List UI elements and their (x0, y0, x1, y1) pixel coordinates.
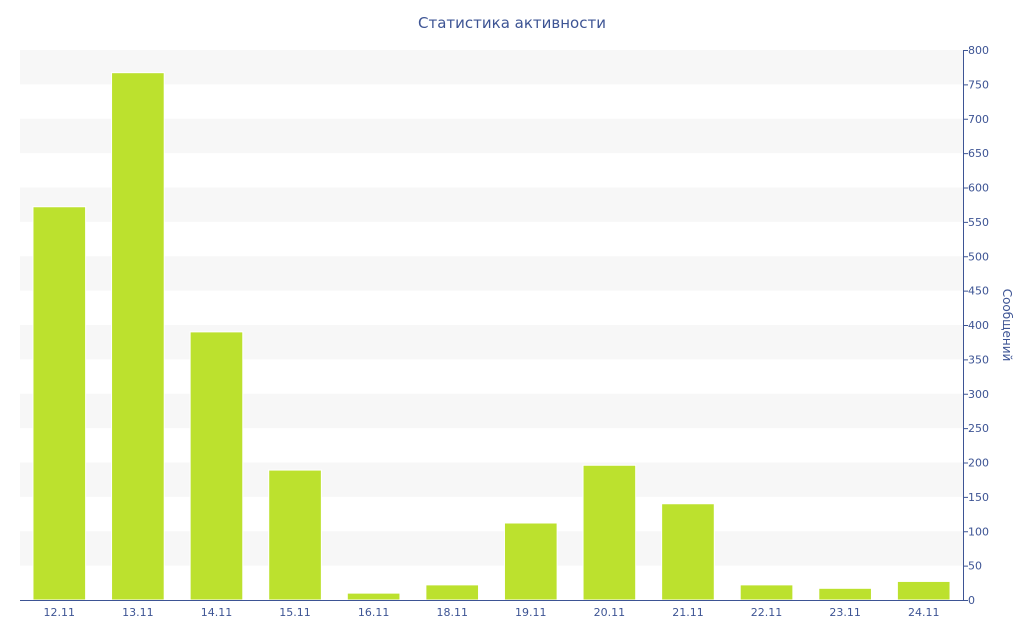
bar-21.11[interactable] (661, 503, 715, 601)
grid-bands (20, 50, 963, 566)
x-tick-label: 14.11 (201, 606, 233, 619)
x-axis: 12.11 13.11 14.11 15.11 16.11 18.11 19.11 20.11… (20, 600, 963, 619)
grid-band (20, 118, 963, 154)
grid-band (20, 531, 963, 566)
y-tick-label: 400 (968, 319, 989, 332)
grid-band (20, 50, 963, 85)
x-tick-label: 19.11 (515, 606, 547, 619)
bar-12.11[interactable] (32, 206, 87, 601)
y-axis-title: Сообщений (1000, 289, 1014, 362)
x-tick-label: 20.11 (594, 606, 626, 619)
bar-14.11[interactable] (189, 331, 244, 601)
x-tick-label: 18.11 (436, 606, 468, 619)
y-axis: 0 50 100 150 200 250 300 350 400 450 500 550 600 650 7… (963, 44, 1014, 607)
bar-22.11[interactable] (739, 584, 794, 601)
y-tick-label: 250 (968, 422, 989, 435)
x-tick-label: 24.11 (908, 606, 940, 619)
y-tick-label: 200 (968, 457, 989, 470)
grid-band (20, 393, 963, 429)
y-tick-label: 700 (968, 113, 989, 126)
bar-16.11[interactable] (346, 592, 401, 601)
bar-24.11[interactable] (896, 580, 951, 601)
bar-18.11[interactable] (425, 584, 480, 601)
x-tick-label: 15.11 (279, 606, 311, 619)
x-tick-label: 22.11 (751, 606, 783, 619)
grid-band (20, 325, 963, 360)
grid-band (20, 462, 963, 497)
x-tick-label: 13.11 (122, 606, 154, 619)
y-tick-label: 300 (968, 388, 989, 401)
x-tick-label: 12.11 (44, 606, 76, 619)
bars-group (32, 72, 951, 601)
y-tick-label: 600 (968, 182, 989, 195)
y-tick-label: 150 (968, 491, 989, 504)
x-tick-label: 16.11 (358, 606, 390, 619)
chart-title: Статистика активности (418, 14, 606, 32)
y-tick-label: 800 (968, 44, 989, 57)
y-tick-label: 550 (968, 216, 989, 229)
x-tick-label: 21.11 (672, 606, 704, 619)
y-tick-label: 350 (968, 353, 989, 366)
grid-band (20, 187, 963, 222)
y-tick-label: 50 (968, 560, 982, 573)
y-tick-label: 450 (968, 285, 989, 298)
x-tick-label: 23.11 (829, 606, 861, 619)
bar-19.11[interactable] (503, 522, 558, 601)
y-tick-label: 100 (968, 525, 989, 538)
y-tick-label: 650 (968, 147, 989, 160)
y-tick-label: 500 (968, 250, 989, 263)
grid-band (20, 256, 963, 291)
bar-23.11[interactable] (818, 587, 872, 601)
y-tick-label: 750 (968, 78, 989, 91)
bar-13.11[interactable] (111, 72, 165, 601)
bar-15.11[interactable] (268, 469, 322, 601)
y-tick-label: 0 (968, 594, 975, 607)
bar-20.11[interactable] (582, 464, 637, 601)
